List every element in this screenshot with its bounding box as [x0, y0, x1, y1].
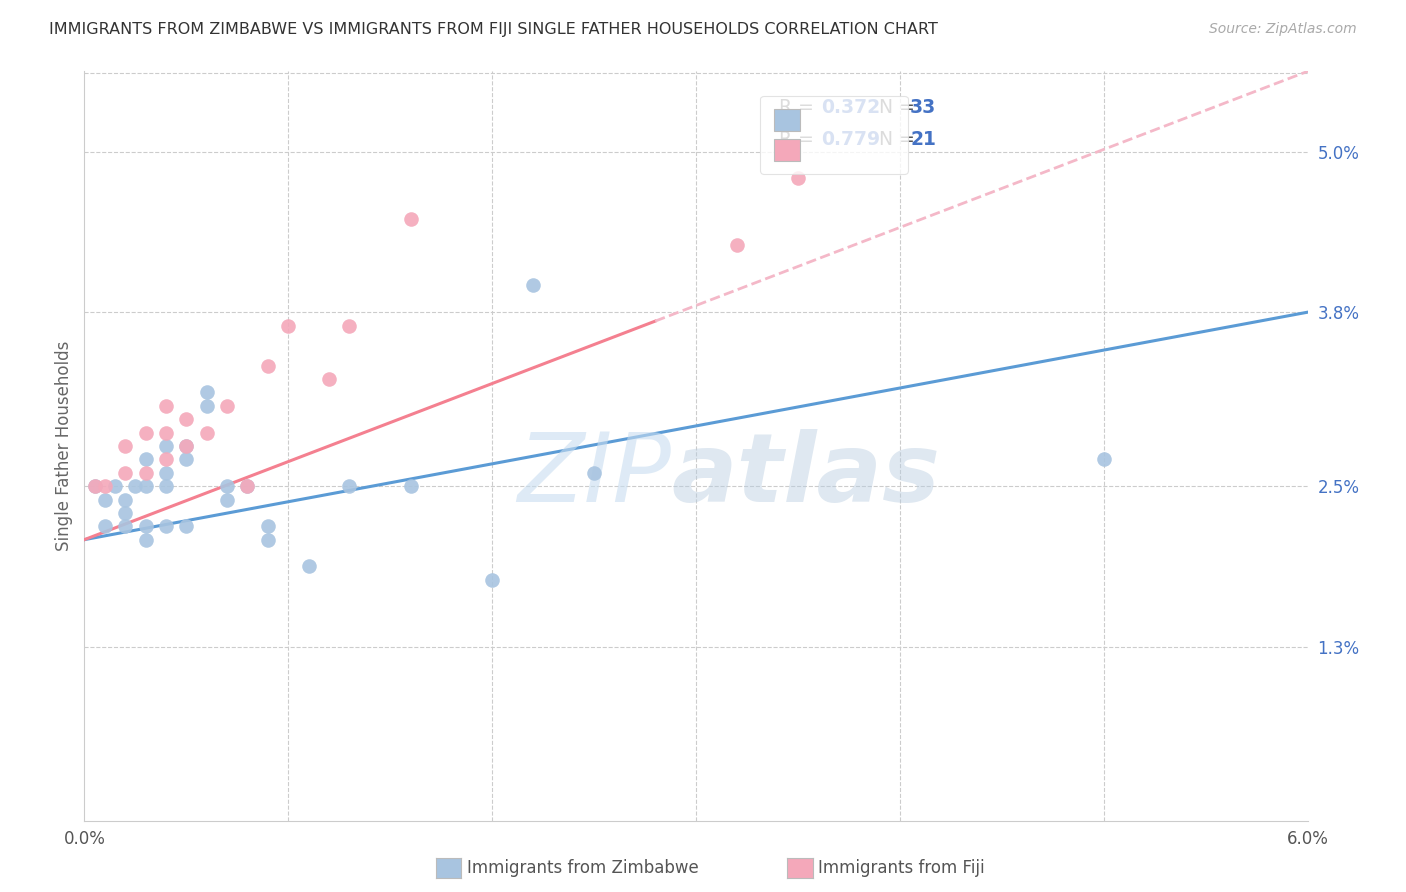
- Text: Immigrants from Fiji: Immigrants from Fiji: [818, 859, 986, 877]
- Point: [114, 506, 136, 520]
- Text: 0.779: 0.779: [821, 130, 880, 149]
- Text: 0.372: 0.372: [821, 98, 880, 118]
- Point: [114, 466, 136, 480]
- Point: [93, 519, 117, 533]
- Text: 33: 33: [910, 98, 936, 118]
- Point: [104, 479, 127, 493]
- Text: Source: ZipAtlas.com: Source: ZipAtlas.com: [1209, 22, 1357, 37]
- Y-axis label: Single Father Households: Single Father Households: [55, 341, 73, 551]
- Point: [277, 318, 299, 333]
- Point: [217, 492, 239, 507]
- Text: R =: R =: [779, 130, 820, 149]
- Point: [176, 452, 198, 467]
- Point: [155, 519, 177, 533]
- Point: [124, 479, 146, 493]
- Text: atlas: atlas: [672, 429, 941, 523]
- Point: [155, 425, 177, 440]
- Legend:               ,               : ,: [761, 95, 908, 174]
- Point: [217, 479, 239, 493]
- Point: [135, 533, 157, 547]
- Point: [217, 399, 239, 413]
- Text: Immigrants from Zimbabwe: Immigrants from Zimbabwe: [467, 859, 699, 877]
- Point: [135, 519, 157, 533]
- Point: [339, 318, 361, 333]
- Point: [135, 452, 157, 467]
- Point: [257, 519, 280, 533]
- Text: IMMIGRANTS FROM ZIMBABWE VS IMMIGRANTS FROM FIJI SINGLE FATHER HOUSEHOLDS CORREL: IMMIGRANTS FROM ZIMBABWE VS IMMIGRANTS F…: [49, 22, 938, 37]
- Point: [339, 479, 361, 493]
- Point: [155, 466, 177, 480]
- Point: [318, 372, 340, 386]
- Text: N =: N =: [868, 98, 921, 118]
- Point: [176, 439, 198, 453]
- Point: [135, 479, 157, 493]
- Point: [114, 439, 136, 453]
- Text: R =: R =: [779, 98, 820, 118]
- Text: ZIP: ZIP: [517, 429, 672, 523]
- Point: [83, 479, 105, 493]
- Point: [257, 359, 280, 373]
- Text: N =: N =: [868, 130, 921, 149]
- Point: [176, 412, 198, 426]
- Point: [195, 425, 218, 440]
- Point: [135, 466, 157, 480]
- Point: [236, 479, 259, 493]
- Point: [787, 171, 810, 186]
- Point: [1092, 452, 1115, 467]
- Point: [135, 425, 157, 440]
- Point: [298, 559, 321, 574]
- Point: [583, 466, 606, 480]
- Point: [114, 519, 136, 533]
- Point: [725, 238, 748, 252]
- Point: [176, 439, 198, 453]
- Point: [399, 211, 422, 226]
- Point: [114, 492, 136, 507]
- Point: [481, 573, 503, 587]
- Point: [236, 479, 259, 493]
- Point: [257, 533, 280, 547]
- Point: [176, 519, 198, 533]
- Point: [93, 492, 117, 507]
- Point: [155, 399, 177, 413]
- Point: [195, 385, 218, 400]
- Point: [195, 399, 218, 413]
- Point: [93, 479, 117, 493]
- Point: [155, 479, 177, 493]
- Text: 21: 21: [910, 130, 936, 149]
- Point: [155, 439, 177, 453]
- Point: [522, 278, 544, 293]
- Point: [155, 452, 177, 467]
- Point: [399, 479, 422, 493]
- Point: [83, 479, 105, 493]
